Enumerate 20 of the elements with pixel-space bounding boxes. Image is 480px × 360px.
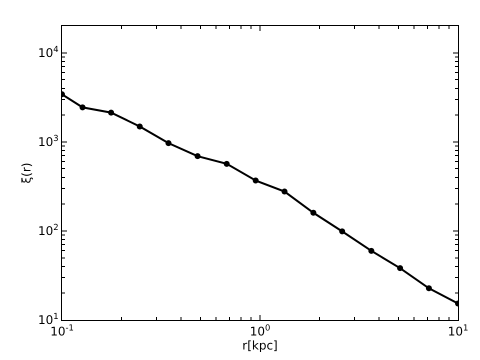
point [224,160,230,167]
point [426,285,432,292]
point [80,104,86,110]
y-tick-label: 10$^{3}$ [38,133,59,150]
point [339,228,346,234]
x-tick-label: 10$^{0}$ [250,322,270,338]
point [108,110,114,116]
point [194,153,201,160]
y-axis-title: ξ(r) [19,162,34,184]
x-axis-title: r[kpc] [242,338,278,352]
point [368,248,374,254]
point [136,123,143,130]
point [252,178,259,184]
point [310,210,316,216]
x-tick-label: 10$^{1}$ [448,322,468,338]
y-tick-label: 10$^{4}$ [38,44,59,60]
point [165,140,172,146]
point [282,188,288,195]
point [397,265,404,272]
y-tick-label: 10$^{2}$ [38,222,59,238]
